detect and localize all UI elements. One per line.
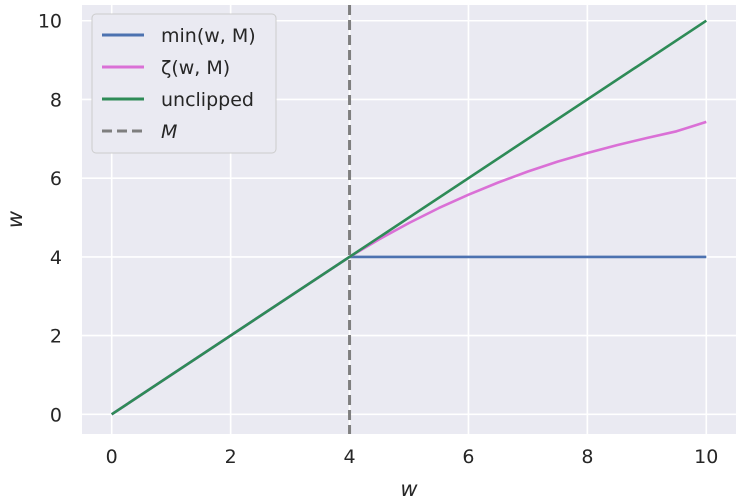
x-tick-label: 2: [225, 446, 237, 468]
x-tick-label: 4: [343, 446, 355, 468]
legend: min(w, M) ζ(w, M) unclipped M: [91, 13, 277, 154]
legend-label: min(w, M): [161, 25, 256, 47]
y-tick-label: 0: [50, 404, 62, 426]
legend-box: [91, 13, 277, 154]
series-line-2: [110, 19, 708, 416]
legend-label: M: [161, 121, 177, 143]
series-line-1: [110, 120, 707, 416]
legend-label: unclipped: [161, 89, 254, 111]
tick-labels: 0 2 4 6 8 10 0 2 4 6 8 10: [38, 11, 719, 468]
y-tick-label: 4: [50, 247, 62, 269]
y-tick-label: 8: [50, 89, 62, 111]
y-tick-label: 2: [50, 326, 62, 348]
y-axis-label: w: [3, 210, 27, 228]
x-tick-label: 10: [694, 446, 718, 468]
y-tick-label: 6: [50, 168, 62, 190]
series-lines: [110, 5, 708, 434]
x-axis-label: w: [400, 477, 418, 499]
x-tick-label: 0: [106, 446, 118, 468]
y-tick-label: 10: [38, 11, 62, 33]
x-tick-label: 8: [581, 446, 593, 468]
x-tick-label: 6: [462, 446, 474, 468]
legend-label: ζ(w, M): [161, 57, 230, 79]
